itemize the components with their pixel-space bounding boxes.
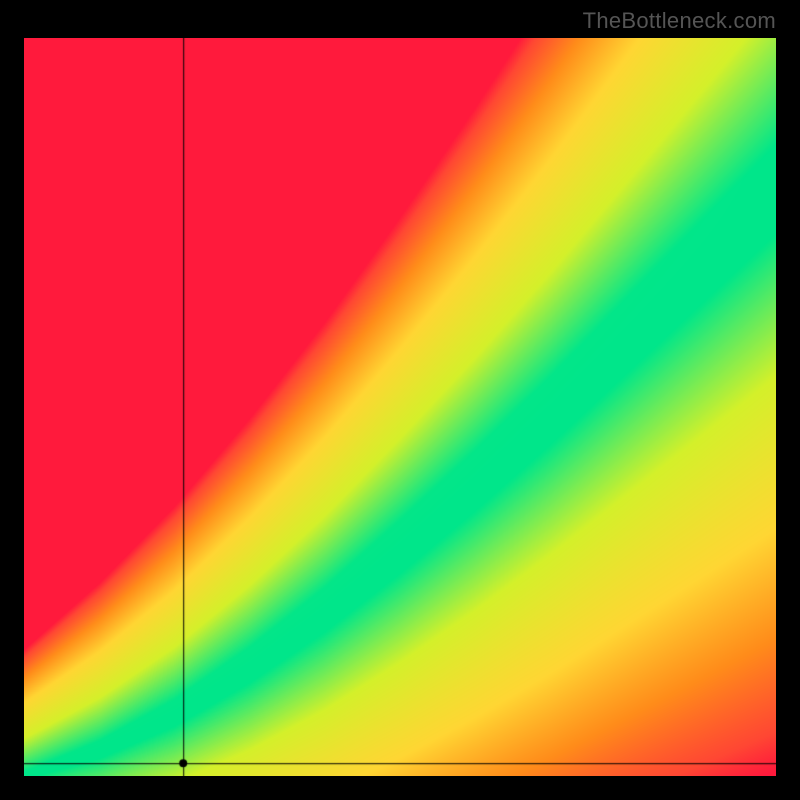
watermark-text: TheBottleneck.com: [583, 8, 776, 34]
bottleneck-heatmap: [24, 38, 776, 776]
plot-area: [24, 38, 776, 776]
